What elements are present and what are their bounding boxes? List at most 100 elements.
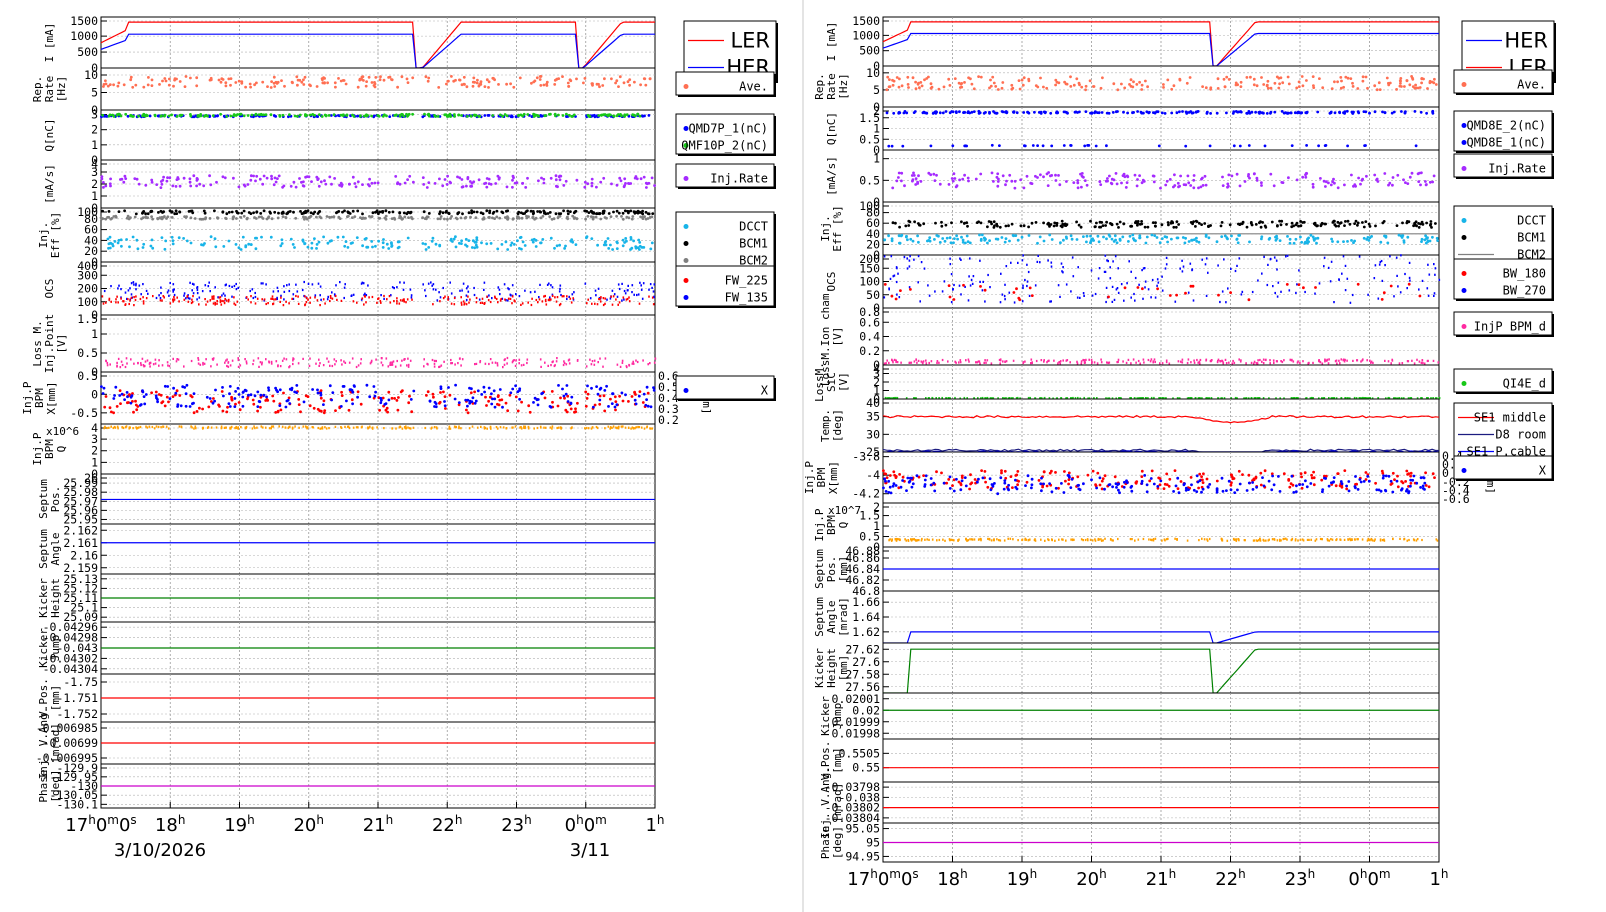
series-point: [421, 242, 425, 245]
series-point: [371, 211, 375, 215]
series-point: [611, 392, 614, 396]
series-point: [589, 358, 591, 361]
series-point: [1091, 237, 1094, 241]
series-point: [450, 302, 453, 305]
series-point: [941, 237, 945, 240]
series-point: [899, 234, 903, 238]
series-point: [237, 286, 240, 289]
series-point: [310, 180, 313, 184]
series-point: [965, 221, 969, 225]
series-point: [157, 211, 160, 214]
series-point: [142, 85, 146, 89]
series-point: [356, 85, 360, 89]
series-point: [1101, 224, 1105, 228]
series-point: [511, 217, 515, 221]
series-point: [603, 77, 606, 81]
series-point: [611, 303, 614, 306]
series-point: [1025, 174, 1029, 178]
series-point: [1316, 110, 1320, 114]
series-point: [624, 426, 627, 429]
series-point: [323, 179, 326, 183]
series-point: [506, 248, 510, 251]
series-point: [117, 81, 121, 85]
legend-label: BCM1: [739, 237, 768, 251]
series-point: [1431, 180, 1434, 184]
series-point: [487, 80, 491, 84]
series-point: [162, 295, 165, 298]
series-point: [447, 298, 449, 301]
series-point: [928, 294, 931, 297]
series-point: [352, 293, 355, 296]
y-axis-label-line: OCS: [43, 279, 56, 299]
y-tick-label: 4: [91, 157, 98, 171]
series-point: [398, 211, 402, 215]
series-point: [155, 296, 158, 300]
series-point: [1159, 186, 1162, 190]
series-point: [557, 384, 560, 387]
series-point: [947, 183, 951, 186]
series-point: [127, 289, 130, 292]
series-point: [956, 237, 959, 241]
series-point: [633, 398, 637, 402]
series-point: [468, 301, 470, 304]
series-point: [520, 427, 523, 430]
series-point: [1305, 79, 1308, 82]
series-point: [1021, 300, 1024, 303]
series-point: [533, 427, 535, 430]
series-point: [1270, 220, 1274, 224]
series-point: [485, 404, 488, 407]
series-point: [937, 234, 940, 238]
series-point: [586, 182, 590, 186]
series-point: [342, 113, 345, 117]
series-point: [1255, 176, 1259, 180]
series-point: [1089, 241, 1092, 245]
series-point: [1146, 85, 1149, 89]
series-point: [396, 359, 398, 363]
series-point: [436, 217, 440, 221]
series-point: [1132, 111, 1135, 114]
series-point: [1381, 110, 1384, 114]
series-point: [1197, 240, 1201, 244]
series-point: [448, 180, 452, 184]
series-point: [489, 358, 492, 361]
series-point: [267, 388, 271, 392]
series-point: [1145, 235, 1149, 239]
series-point: [1404, 110, 1407, 113]
series-point: [1083, 179, 1087, 183]
series-point: [1141, 269, 1143, 272]
series-point: [166, 361, 169, 364]
series-point: [1237, 110, 1241, 114]
series-point: [509, 297, 512, 300]
series-point: [304, 295, 306, 298]
series-point: [917, 174, 920, 178]
series-point: [627, 289, 629, 292]
series-point: [473, 390, 476, 394]
series-point: [163, 113, 167, 117]
series-point: [439, 215, 443, 218]
series-point: [1166, 240, 1169, 244]
series-point: [104, 79, 107, 83]
series-point: [328, 215, 331, 219]
series-point: [911, 76, 915, 80]
series-point: [1227, 287, 1229, 290]
series-point: [600, 113, 603, 117]
series-point: [604, 357, 607, 360]
series-point: [466, 115, 469, 118]
series-point: [352, 384, 356, 387]
series-point: [454, 363, 456, 366]
series-point: [1263, 144, 1267, 148]
series-point: [1418, 288, 1420, 291]
y-axis-label-line: [Hz]: [55, 76, 68, 103]
series-point: [109, 363, 111, 366]
series-point: [143, 402, 147, 406]
series-point: [293, 390, 297, 394]
series-point: [541, 238, 545, 241]
series-point: [1113, 298, 1116, 301]
series-point: [558, 304, 561, 307]
series-point: [449, 217, 452, 220]
series-point: [1118, 237, 1122, 241]
series-point: [149, 365, 151, 368]
series-point: [914, 80, 917, 84]
y-tick-label: -1.752: [56, 707, 98, 721]
series-point: [1010, 179, 1014, 183]
